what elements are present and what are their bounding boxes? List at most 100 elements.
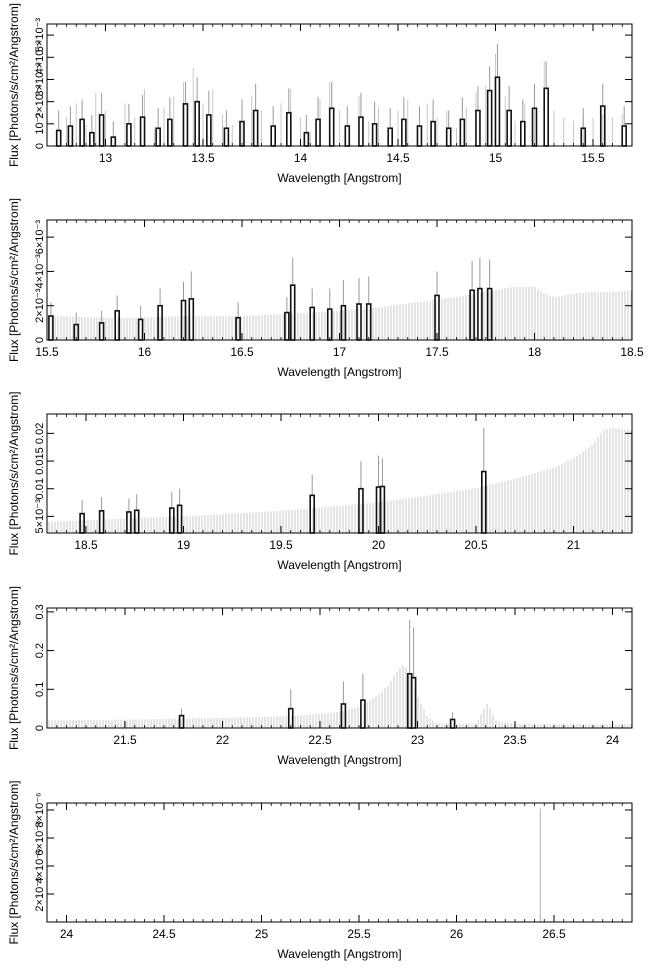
- y-tick-label: 2×10⁻³: [34, 288, 46, 323]
- y-tick-label: 2×10⁻⁶: [34, 876, 46, 911]
- data-bar: [621, 125, 628, 147]
- data-bar: [344, 125, 351, 147]
- x-tick-label: 22: [216, 733, 230, 747]
- y-tick-label: 0: [34, 143, 46, 149]
- data-bar: [387, 127, 394, 147]
- data-bar: [133, 509, 140, 534]
- data-bar: [303, 131, 310, 147]
- data-bar: [475, 109, 481, 147]
- x-tick-label: 13: [99, 151, 113, 165]
- data-bar: [506, 109, 512, 147]
- data-bar: [519, 120, 526, 147]
- data-bar: [223, 127, 230, 147]
- data-bar: [494, 76, 501, 147]
- data-bar: [55, 129, 62, 147]
- data-bar: [371, 123, 378, 147]
- data-bar: [98, 114, 105, 147]
- data-bar: [167, 118, 173, 147]
- y-tick-label: 0.02: [34, 423, 46, 444]
- y-tick-label: 0.01: [34, 478, 46, 499]
- data-bar: [365, 303, 372, 341]
- data-bar: [309, 494, 316, 534]
- x-tick-label: 26.5: [542, 927, 566, 941]
- data-bar: [114, 310, 120, 341]
- data-bar: [410, 676, 417, 729]
- chart-panel-4: 21.5 22 22.5 23 23.5 24 0 0.1 0.2 0.3 Wavelength […: [7, 586, 633, 767]
- x-axis-label: Wavelength [Angstrom]: [277, 947, 401, 961]
- x-tick-label: 18.5: [620, 345, 644, 359]
- data-bar: [137, 318, 144, 341]
- x-tick-label: 20: [372, 538, 386, 552]
- x-tick-label: 23.5: [503, 733, 527, 747]
- y-axis-label: Flux [Photons/s/cm²/Angstrom]: [7, 198, 21, 362]
- data-bar: [67, 125, 74, 147]
- data-bar: [48, 315, 54, 341]
- x-tick-label: 19.5: [269, 538, 293, 552]
- data-bar: [445, 127, 452, 147]
- x-tick-label: 20.5: [464, 538, 488, 552]
- data-bar: [126, 511, 132, 534]
- data-bar: [139, 116, 146, 147]
- data-bar: [98, 510, 105, 534]
- data-bar: [315, 118, 321, 147]
- y-tick-label: 10⁻³: [34, 113, 46, 135]
- y-tick-label: 0.1: [34, 682, 46, 697]
- data-bar: [285, 111, 292, 147]
- x-tick-label: 21: [567, 538, 581, 552]
- y-tick-label: 8×10⁻⁶: [34, 792, 46, 827]
- data-bar: [356, 303, 362, 341]
- data-bar: [98, 322, 105, 341]
- data-bar: [284, 311, 290, 341]
- y-tick-label: 5×10⁻³: [34, 18, 46, 53]
- x-tick-label: 16: [138, 345, 152, 359]
- x-tick-label: 22.5: [308, 733, 332, 747]
- data-bar: [178, 714, 185, 729]
- x-tick-label: 15.5: [581, 151, 605, 165]
- y-tick-label: 0.015: [34, 447, 46, 475]
- data-bar: [360, 699, 366, 729]
- data-bar: [309, 306, 316, 341]
- data-bar: [543, 87, 550, 147]
- x-axis-label: Wavelength [Angstrom]: [277, 558, 401, 572]
- data-bar: [416, 125, 423, 147]
- data-bar: [358, 116, 364, 147]
- y-tick-label: 0.2: [34, 643, 46, 658]
- data-bar: [194, 100, 200, 147]
- y-tick-label: 0: [34, 725, 46, 731]
- x-tick-label: 14: [294, 151, 308, 165]
- x-tick-label: 15: [489, 151, 503, 165]
- chart-panel-2: 15.5 16 16.5 17 17.5 18 18.5 0 2×10⁻³4×10⁻³6×10⁻…: [7, 198, 644, 379]
- y-tick-label: 6×10⁻⁶: [34, 820, 46, 855]
- y-tick-label: 0: [34, 337, 46, 343]
- x-tick-label: 26: [450, 927, 464, 941]
- data-bar: [477, 287, 483, 341]
- data-bar: [486, 89, 493, 147]
- plot-frame: [46, 607, 633, 729]
- x-tick-label: 18.5: [74, 538, 98, 552]
- x-tick-label: 25: [255, 927, 269, 941]
- data-bar: [89, 131, 95, 147]
- data-bar: [126, 123, 132, 147]
- x-axis-label: Wavelength [Angstrom]: [277, 365, 401, 379]
- data-bar: [79, 118, 85, 147]
- x-tick-label: 17.5: [425, 345, 449, 359]
- data-bar: [430, 120, 436, 147]
- data-bar: [289, 284, 296, 341]
- data-bar: [328, 107, 335, 147]
- data-bar: [110, 136, 117, 147]
- x-tick-label: 14.5: [386, 151, 410, 165]
- y-tick-label: 4×10⁻⁶: [34, 848, 46, 883]
- x-tick-label: 17: [333, 345, 347, 359]
- y-tick-label: 6×10⁻³: [34, 220, 46, 255]
- y-tick-label: 2×10⁻³: [34, 84, 46, 119]
- y-axis-label: Flux [Photons/s/cm²/Angstrom]: [7, 3, 21, 167]
- y-tick-label: 4×10⁻³: [34, 254, 46, 289]
- data-bar: [188, 298, 195, 341]
- y-tick-label: 4×10⁻³: [34, 40, 46, 75]
- y-axis-label: Flux [Photons/s/cm²/Angstrom]: [7, 780, 21, 944]
- x-axis-label: Wavelength [Angstrom]: [277, 753, 401, 767]
- data-bar: [270, 125, 277, 147]
- x-tick-label: 24: [60, 927, 74, 941]
- x-tick-label: 19: [177, 538, 191, 552]
- x-tick-label: 16.5: [230, 345, 254, 359]
